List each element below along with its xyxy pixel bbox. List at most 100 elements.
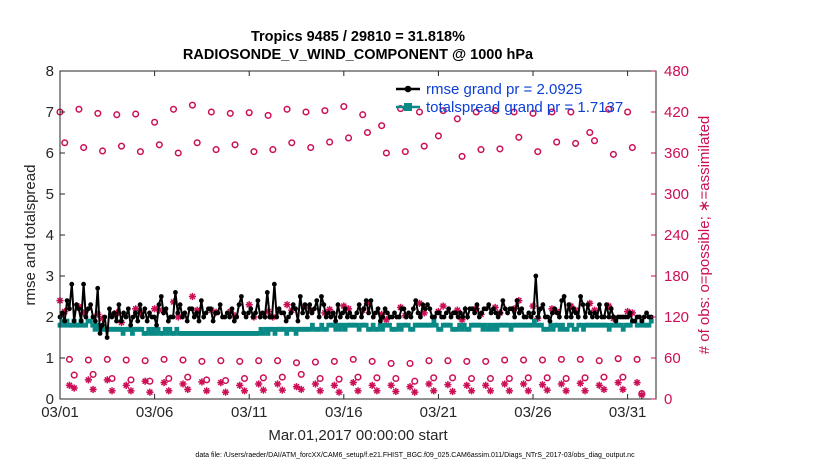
- spread-point: [354, 322, 360, 328]
- rmse-point: [140, 314, 145, 320]
- rmse-point: [528, 314, 534, 320]
- rmse-point: [111, 310, 117, 316]
- x-tick-label: 03/16: [325, 404, 363, 421]
- rmse-point: [519, 306, 525, 312]
- rmse-point: [130, 314, 136, 320]
- obs-possible-point: [174, 149, 182, 157]
- obs-possible-point: [349, 355, 357, 363]
- right-axis-label: # of obs: o=possible; ∗=assimilated: [696, 116, 713, 355]
- obs-possible-point: [529, 109, 537, 117]
- spread-point: [62, 322, 68, 328]
- obs-assimilated-point: [165, 387, 173, 395]
- obs-assimilated-point: [557, 380, 565, 388]
- spread-point: [648, 318, 654, 324]
- obs-possible-point: [496, 145, 504, 153]
- rmse-point: [137, 302, 143, 308]
- obs-possible-point: [482, 357, 490, 365]
- obs-possible-point: [316, 374, 324, 383]
- obs-assimilated-point: [467, 387, 476, 395]
- obs-assimilated-point: [392, 387, 400, 396]
- right-y-tick-label: 120: [664, 309, 689, 326]
- obs-possible-point: [278, 373, 286, 381]
- obs-possible-point: [567, 108, 575, 116]
- rmse-point: [554, 310, 560, 316]
- spread-point: [396, 322, 402, 328]
- rmse-point: [382, 306, 388, 312]
- rmse-point: [644, 310, 649, 316]
- obs-possible-point: [141, 357, 149, 365]
- rmse-point: [314, 298, 320, 303]
- rmse-point: [604, 302, 609, 308]
- obs-assimilated-point: [65, 381, 74, 389]
- rmse-point: [144, 318, 150, 324]
- x-tick-label: 03/31: [609, 404, 647, 421]
- obs-possible-point: [70, 371, 78, 379]
- rmse-point: [448, 314, 454, 320]
- obs-possible-point: [401, 148, 409, 156]
- rmse-point: [163, 306, 169, 312]
- legend-rmse-marker: [404, 85, 412, 93]
- spread-point: [506, 322, 512, 328]
- rmse-point: [415, 310, 421, 316]
- rmse-point: [118, 318, 124, 324]
- rmse-point: [370, 314, 376, 320]
- rmse-point: [81, 281, 86, 287]
- spread-point: [560, 322, 565, 328]
- obs-assimilated-point: [198, 378, 206, 386]
- obs-possible-point: [302, 108, 310, 116]
- right-y-tick-label: 60: [664, 350, 681, 367]
- obs-assimilated-point: [259, 386, 267, 394]
- plot-area: [60, 71, 656, 399]
- rmse-point: [538, 306, 543, 312]
- right-y-tick-label: 360: [664, 145, 689, 162]
- spread-point: [167, 326, 173, 332]
- obs-possible-point: [311, 358, 319, 366]
- rmse-point: [210, 318, 216, 324]
- rmse-point: [361, 306, 367, 312]
- rmse-point: [114, 318, 119, 324]
- obs-assimilated-point: [543, 386, 551, 394]
- obs-possible-point: [510, 108, 518, 116]
- spread-point: [120, 331, 126, 336]
- obs-assimilated-point: [581, 387, 589, 395]
- rmse-point: [107, 306, 112, 312]
- right-y-tick-label: 0: [664, 391, 672, 408]
- rmse-point: [253, 310, 258, 316]
- rmse-point: [377, 318, 383, 324]
- obs-assimilated-point: [84, 376, 92, 384]
- rmse-point: [189, 306, 195, 312]
- obs-possible-point: [122, 356, 130, 364]
- obs-possible-point: [491, 107, 499, 115]
- obs-assimilated-point: [89, 385, 97, 394]
- obs-assimilated-point: [297, 385, 305, 394]
- rmse-point: [587, 310, 593, 316]
- spread-point: [146, 326, 152, 332]
- rmse-point: [549, 310, 555, 316]
- obs-possible-point: [151, 118, 159, 126]
- spread-point: [459, 326, 465, 332]
- spread-point: [489, 326, 495, 332]
- spread-point: [557, 326, 563, 332]
- rmse-point: [627, 310, 633, 316]
- rmse-point: [248, 306, 254, 312]
- obs-assimilated-point: [141, 377, 149, 385]
- spread-point: [130, 331, 135, 336]
- spread-point: [144, 331, 149, 336]
- obs-assimilated-point: [221, 388, 230, 396]
- right-axis-ticks: 0 60 120 180 240 300 360 420 480: [651, 63, 689, 408]
- obs-possible-point: [179, 356, 187, 364]
- rmse-point: [441, 314, 447, 320]
- left-y-tick-label: 1: [46, 350, 54, 367]
- obs-possible-point: [288, 139, 296, 147]
- spread-point: [162, 326, 168, 332]
- rmse-point: [486, 302, 492, 308]
- obs-assimilated-point: [330, 381, 338, 389]
- rmse-point: [283, 318, 289, 324]
- rmse-point: [123, 314, 129, 320]
- spread-point: [272, 331, 278, 336]
- rmse-point: [568, 314, 574, 320]
- spread-point: [627, 322, 633, 328]
- rmse-point: [462, 306, 468, 312]
- spread-point: [398, 326, 404, 332]
- obs-assimilated-point: [576, 379, 584, 387]
